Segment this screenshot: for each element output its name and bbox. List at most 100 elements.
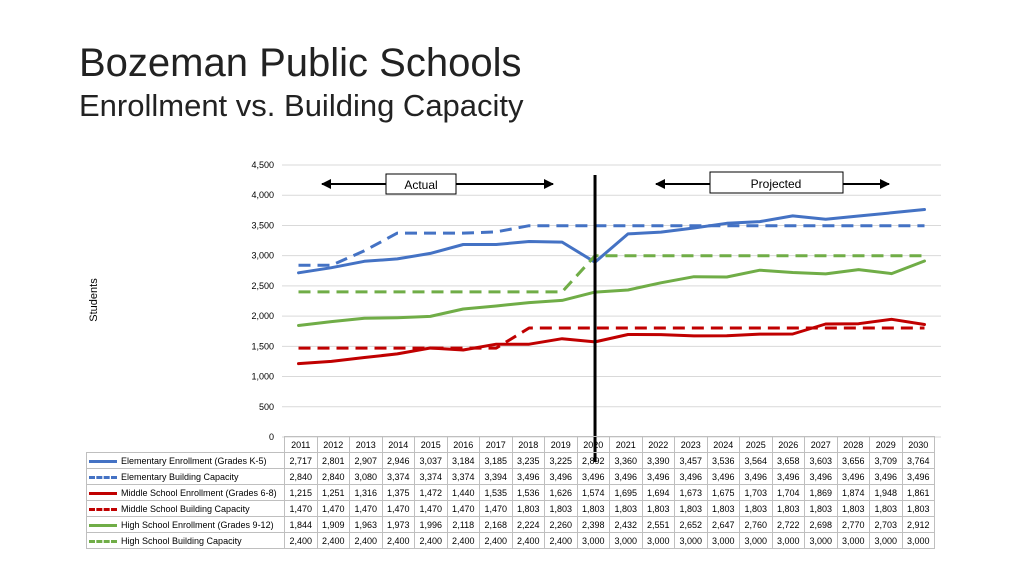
data-label: 2,400 <box>446 532 480 549</box>
x-tick-label: 2027 <box>804 436 838 453</box>
legend-line-icon <box>89 459 117 463</box>
data-label: 3,536 <box>706 452 740 469</box>
data-label: 1,963 <box>349 516 383 533</box>
legend-entry: High School Enrollment (Grades 9-12) <box>86 516 285 533</box>
y-tick-label: 0 <box>269 432 274 442</box>
x-tick-label: 2023 <box>674 436 708 453</box>
data-label: 3,764 <box>901 452 935 469</box>
data-label: 3,360 <box>609 452 643 469</box>
series-line-3 <box>298 326 925 350</box>
y-tick-label: 3,000 <box>251 251 274 261</box>
data-label: 1,470 <box>349 500 383 517</box>
data-label: 3,496 <box>511 468 545 485</box>
series-line-5 <box>298 254 925 294</box>
series-line-2 <box>297 317 926 366</box>
data-label: 3,000 <box>609 532 643 549</box>
legend-entry: Elementary Building Capacity <box>86 468 285 485</box>
x-tick-label: 2028 <box>836 436 870 453</box>
data-label: 1,694 <box>641 484 675 501</box>
y-tick-label: 4,000 <box>251 190 274 200</box>
data-label: 2,703 <box>869 516 903 533</box>
data-label: 3,000 <box>674 532 708 549</box>
data-label: 3,457 <box>674 452 708 469</box>
data-label: 1,803 <box>609 500 643 517</box>
data-label: 1,316 <box>349 484 383 501</box>
data-label: 2,400 <box>544 532 578 549</box>
table-row: High School Enrollment (Grades 9-12) 1,84… <box>86 516 935 533</box>
data-label: 3,496 <box>576 468 610 485</box>
data-label: 2,801 <box>316 452 350 469</box>
data-label: 2,400 <box>511 532 545 549</box>
data-label: 3,496 <box>641 468 675 485</box>
page-title: Bozeman Public Schools <box>79 41 522 85</box>
legend-entry: High School Building Capacity <box>86 532 285 549</box>
data-label: 1,803 <box>641 500 675 517</box>
data-label: 3,374 <box>446 468 480 485</box>
legend-label: High School Building Capacity <box>121 535 242 546</box>
legend-label: Middle School Building Capacity <box>121 503 250 514</box>
y-tick-label: 1,000 <box>251 372 274 382</box>
data-label: 2,722 <box>771 516 805 533</box>
data-label: 2,118 <box>446 516 480 533</box>
x-tick-label: 2015 <box>414 436 448 453</box>
data-label: 3,000 <box>836 532 870 549</box>
data-label: 1,470 <box>284 500 318 517</box>
x-tick-label: 2024 <box>706 436 740 453</box>
x-tick-label: 2017 <box>479 436 513 453</box>
legend-line-icon <box>89 523 117 527</box>
data-label: 2,652 <box>674 516 708 533</box>
projected-label-box <box>709 171 844 194</box>
legend-entry: Middle School Enrollment (Grades 6-8) <box>86 484 285 501</box>
data-label: 3,709 <box>869 452 903 469</box>
series-line-0 <box>297 208 926 275</box>
data-label: 3,000 <box>576 532 610 549</box>
data-label: 3,496 <box>901 468 935 485</box>
data-label: 3,000 <box>869 532 903 549</box>
data-label: 1,948 <box>869 484 903 501</box>
data-label: 1,470 <box>381 500 415 517</box>
x-tick-label: 2021 <box>609 436 643 453</box>
data-label: 3,185 <box>479 452 513 469</box>
data-label: 2,840 <box>284 468 318 485</box>
x-tick-label: 2011 <box>284 436 318 453</box>
data-label: 1,251 <box>316 484 350 501</box>
data-label: 1,470 <box>414 500 448 517</box>
data-label: 3,496 <box>609 468 643 485</box>
data-label: 1,440 <box>446 484 480 501</box>
data-label: 3,374 <box>381 468 415 485</box>
data-label: 3,037 <box>414 452 448 469</box>
data-label: 1,535 <box>479 484 513 501</box>
data-label: 1,803 <box>869 500 903 517</box>
data-label: 1,803 <box>739 500 773 517</box>
page-subtitle: Enrollment vs. Building Capacity <box>79 88 524 123</box>
data-label: 2,698 <box>804 516 838 533</box>
x-tick-label: 2022 <box>641 436 675 453</box>
table-row: Middle School Building Capacity 1,470 1,47… <box>86 500 935 517</box>
data-label: 1,803 <box>511 500 545 517</box>
legend-label: Elementary Enrollment (Grades K-5) <box>121 455 267 466</box>
data-label: 2,398 <box>576 516 610 533</box>
x-tick-label: 2020 <box>576 436 610 453</box>
data-label: 3,658 <box>771 452 805 469</box>
data-label: 1,574 <box>576 484 610 501</box>
data-label: 1,803 <box>706 500 740 517</box>
data-label: 2,400 <box>316 532 350 549</box>
table-row: High School Building Capacity 2,400 2,400 2… <box>86 532 935 549</box>
y-tick-label: 4,500 <box>251 160 274 170</box>
table-header-row: 2011 2012 2013 2014 2015 2016 2017 2018 2019 2020… <box>87 436 935 453</box>
data-label: 1,803 <box>901 500 935 517</box>
data-label: 2,400 <box>284 532 318 549</box>
data-label: 1,803 <box>771 500 805 517</box>
data-label: 3,496 <box>804 468 838 485</box>
data-table: 2011 2012 2013 2014 2015 2016 2017 2018 2019 2020… <box>86 436 935 549</box>
data-label: 1,626 <box>544 484 578 501</box>
data-label: 2,400 <box>414 532 448 549</box>
x-tick-label: 2029 <box>869 436 903 453</box>
data-label: 1,803 <box>674 500 708 517</box>
data-label: 1,673 <box>674 484 708 501</box>
data-label: 1,470 <box>446 500 480 517</box>
data-label: 3,394 <box>479 468 513 485</box>
data-label: 1,695 <box>609 484 643 501</box>
data-label: 3,496 <box>869 468 903 485</box>
data-label: 3,000 <box>771 532 805 549</box>
